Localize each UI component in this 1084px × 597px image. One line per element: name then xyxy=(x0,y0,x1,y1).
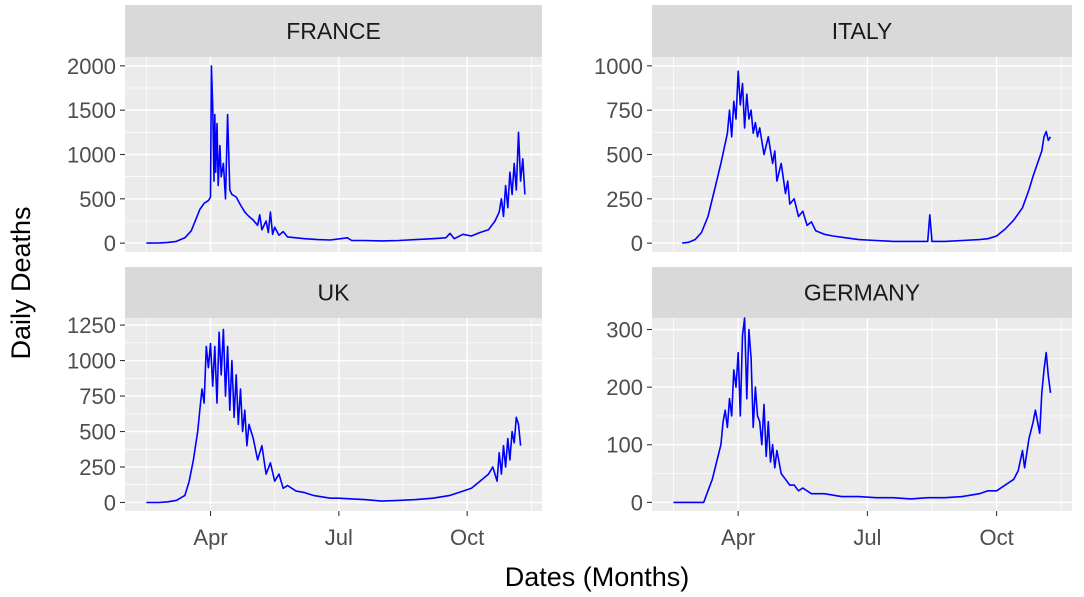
series-line-germany xyxy=(673,317,1052,504)
x-axis-title: Dates (Months) xyxy=(505,562,690,592)
y-tick-label: 0 xyxy=(631,231,643,256)
y-tick-label: 200 xyxy=(606,375,643,400)
x-tick-label: Jul xyxy=(853,525,881,550)
y-tick-label: 1500 xyxy=(67,98,116,123)
strip-uk xyxy=(125,267,542,318)
plot-area-germany xyxy=(652,318,1072,511)
strip-label-germany: GERMANY xyxy=(804,280,920,306)
y-tick-label: 1000 xyxy=(67,349,116,374)
y-tick-label: 1000 xyxy=(67,143,116,168)
x-axis-ticks-group: Apr Jul Oct Apr Jul Oct xyxy=(193,511,1014,550)
y-tick-label: 500 xyxy=(79,187,116,212)
y-tick-label: 250 xyxy=(79,455,116,480)
y-axis-title: Daily Deaths xyxy=(6,206,36,359)
strip-germany xyxy=(652,267,1072,318)
x-tick-label: Apr xyxy=(721,525,755,550)
strip-label-france: FRANCE xyxy=(286,18,381,44)
series-line-uk xyxy=(146,328,522,504)
y-tick-label: 0 xyxy=(104,490,116,515)
panel-italy: ITALY 0 250 500 750 1000 xyxy=(594,5,1072,256)
x-tick-label: Oct xyxy=(979,525,1013,550)
y-tick-label: 1000 xyxy=(594,54,643,79)
x-tick-label: Oct xyxy=(450,525,484,550)
panel-uk: UK 0 250 500 750 1000 1250 xyxy=(67,267,542,515)
strip-france xyxy=(125,5,542,57)
strip-italy xyxy=(652,5,1072,57)
y-tick-label: 750 xyxy=(79,384,116,409)
y-tick-label: 2000 xyxy=(67,54,116,79)
y-tick-label: 500 xyxy=(606,143,643,168)
plot-area-uk xyxy=(125,318,542,511)
panels-group: FRANCE0500100015002000ITALY0250500750100… xyxy=(67,5,1072,515)
y-tick-label: 500 xyxy=(79,420,116,445)
y-tick-label: 300 xyxy=(606,318,643,343)
y-tick-label: 1250 xyxy=(67,313,116,338)
series-line-italy xyxy=(682,70,1052,244)
y-tick-label: 250 xyxy=(606,187,643,212)
panel-france: FRANCE 0 500 1000 1500 2000 xyxy=(67,5,542,256)
y-tick-label: 750 xyxy=(606,98,643,123)
y-tick-label: 0 xyxy=(631,490,643,515)
strip-label-uk: UK xyxy=(318,280,351,306)
series-line-france xyxy=(146,65,526,244)
x-tick-label: Jul xyxy=(325,525,353,550)
panel-germany: GERMANY 0 100 200 300 xyxy=(606,267,1072,515)
y-tick-label: 0 xyxy=(104,231,116,256)
y-tick-label: 100 xyxy=(606,433,643,458)
strip-label-italy: ITALY xyxy=(832,18,893,44)
x-tick-label: Apr xyxy=(193,525,227,550)
